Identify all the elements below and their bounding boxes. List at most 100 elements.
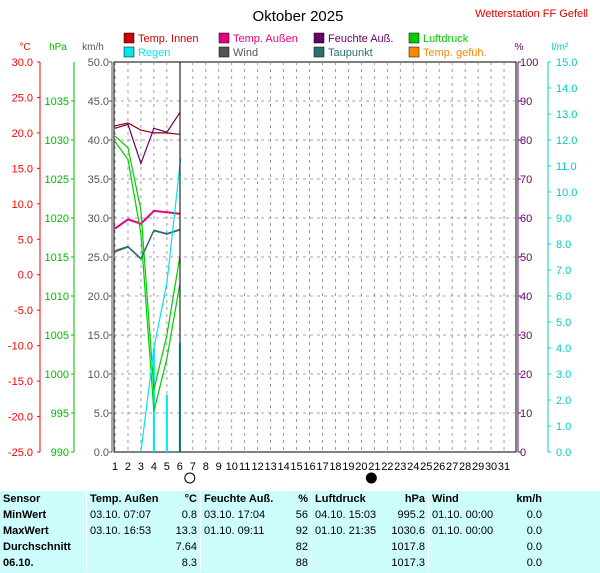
stats-cell-temp-time: 03.10. 16:53 (86, 523, 168, 539)
axis-label-rain_lm2: 15.0 (556, 57, 577, 69)
hdr-wind: Wind (428, 491, 503, 507)
series-line (114, 122, 180, 135)
stats-cell-temp-val: 13.3 (175, 525, 197, 537)
axis-label-pressure_hpa: 1030 (45, 135, 69, 147)
chart-title: Oktober 2025 (253, 8, 344, 25)
axis-label-rain_lm2: 4.0 (556, 343, 571, 355)
axis-label-temp_c: -5.0 (14, 305, 33, 317)
rain-bar (165, 394, 168, 452)
axis-label-wind_kmh: 10.0 (88, 369, 109, 381)
stats-cell-wind-time: 01.10. 00:00 (428, 507, 503, 523)
stats-cell-press-time (311, 555, 386, 571)
stats-cell-wind-time: 01.10. 00:00 (428, 523, 503, 539)
unit-hpa: hPa (49, 42, 67, 53)
x-tick-label: 14 (277, 461, 289, 473)
unit-kmh: km/h (82, 42, 104, 53)
stats-cell-temp-time: 03.10. 07:07 (86, 507, 168, 523)
axis-label-temp_c: -25.0 (8, 447, 33, 459)
axis-label-wind_kmh: 45.0 (88, 96, 109, 108)
stats-cell-hum-time: 03.10. 17:04 (200, 507, 287, 523)
axis-label-temp_c: 30.0 (12, 57, 33, 69)
x-tick-label: 28 (459, 461, 471, 473)
x-tick-label: 11 (239, 461, 250, 473)
axis-label-wind_kmh: 40.0 (88, 135, 109, 147)
legend-label: Regen (138, 47, 170, 59)
axis-label-rain_lm2: 2.0 (556, 395, 571, 407)
axis-label-temp_c: 25.0 (12, 92, 33, 104)
axis-label-wind_kmh: 50.0 (88, 57, 109, 69)
axis-label-rain_lm2: 11.0 (556, 161, 577, 173)
hdr-press: Luftdruck (311, 491, 386, 507)
x-tick-label: 17 (316, 461, 328, 473)
weather-chart: Oktober 2025 Wetterstation FF Gefell Tem… (8, 8, 588, 484)
series-line (114, 141, 181, 412)
hdr-wind-unit: km/h (516, 493, 542, 505)
hdr-hum-unit: % (298, 493, 308, 505)
stats-row: MaxWert 03.10. 16:53 13.3 01.10. 09:11 92 01.… (0, 523, 545, 539)
chart-grid (114, 62, 516, 452)
x-tick-label: 8 (203, 461, 209, 473)
unit-rain: l/m² (552, 42, 569, 53)
series-line (114, 135, 181, 390)
legend-swatch (123, 46, 135, 58)
legend-label: Wind (233, 47, 258, 59)
stats-cell-wind-val: 0.0 (526, 557, 542, 569)
stats-cell-wind-time (428, 555, 503, 571)
stats-cell-wind-val: 0.0 (526, 541, 542, 553)
axis-label-humidity_pct: 50 (520, 252, 532, 264)
stats-cell-press-time: 04.10. 15:03 (311, 507, 386, 523)
hdr-temp-unit: °C (184, 493, 197, 505)
x-tick-label: 25 (420, 461, 432, 473)
stats-cell-wind-time (428, 539, 503, 555)
stats-cell-hum-val: 88 (295, 557, 308, 569)
station-name: Wetterstation FF Gefell (475, 8, 588, 20)
legend-swatch (218, 32, 230, 44)
axis-label-rain_lm2: 13.0 (556, 109, 577, 121)
axis-label-pressure_hpa: 1005 (45, 330, 69, 342)
x-tick-label: 1 (112, 461, 118, 473)
stats-cell-label: MaxWert (3, 525, 49, 537)
series-line (114, 209, 180, 230)
x-tick-label: 2 (125, 461, 131, 473)
legend-swatch (123, 32, 135, 44)
legend-swatch (313, 32, 325, 44)
x-tick-label: 26 (433, 461, 445, 473)
axis-label-wind_kmh: 0.0 (94, 447, 109, 459)
legend-label: Temp. Außen (233, 33, 298, 45)
chart-legend: Temp. Innen Temp. Außen Feuchte Auß. Luftdr… (123, 32, 487, 59)
axis-label-rain_lm2: 7.0 (556, 265, 571, 277)
axis-label-wind_kmh: 20.0 (88, 291, 109, 303)
x-tick-label: 29 (472, 461, 484, 473)
x-tick-label: 21 (368, 461, 380, 473)
axis-label-rain_lm2: 14.0 (556, 83, 577, 95)
stats-header-row: Sensor Temp. Außen °C Feuchte Auß. % Luf… (0, 491, 545, 507)
stats-table: Sensor Temp. Außen °C Feuchte Auß. % Luf… (0, 491, 545, 571)
unit-percent: % (515, 42, 524, 53)
axis-label-temp_c: 10.0 (12, 199, 33, 211)
hdr-hum: Feuchte Auß. (200, 491, 287, 507)
hdr-sensor: Sensor (3, 493, 41, 505)
axis-label-pressure_hpa: 1020 (45, 213, 69, 225)
stats-cell-label: 06.10. (3, 557, 34, 569)
x-tick-label: 16 (303, 461, 315, 473)
moon-phases (184, 472, 377, 484)
stats-cell-hum-val: 92 (295, 525, 308, 537)
x-tick-label: 10 (226, 461, 238, 473)
axis-label-pressure_hpa: 1015 (45, 252, 69, 264)
stats-cell-press-val: 1017.8 (391, 541, 425, 553)
stats-cell-temp-val: 0.8 (181, 509, 197, 521)
axis-label-rain_lm2: 8.0 (556, 239, 571, 251)
axis-label-humidity_pct: 90 (520, 96, 532, 108)
legend-label: Temp. Innen (138, 33, 199, 45)
x-tick-label: 20 (355, 461, 367, 473)
axis-label-temp_c: 5.0 (18, 234, 33, 246)
stats-cell-press-time (311, 539, 386, 555)
stats-row: 06.10. 8.3 88 1017.3 0.0 (0, 555, 545, 571)
axis-label-wind_kmh: 15.0 (88, 330, 109, 342)
stats-cell-temp-time (86, 555, 168, 571)
stats-cell-temp-val: 7.64 (175, 541, 197, 553)
x-tick-label: 27 (446, 461, 458, 473)
axis-label-rain_lm2: 5.0 (556, 317, 571, 329)
axis-label-rain_lm2: 1.0 (556, 421, 571, 433)
new-moon-icon (365, 472, 377, 484)
